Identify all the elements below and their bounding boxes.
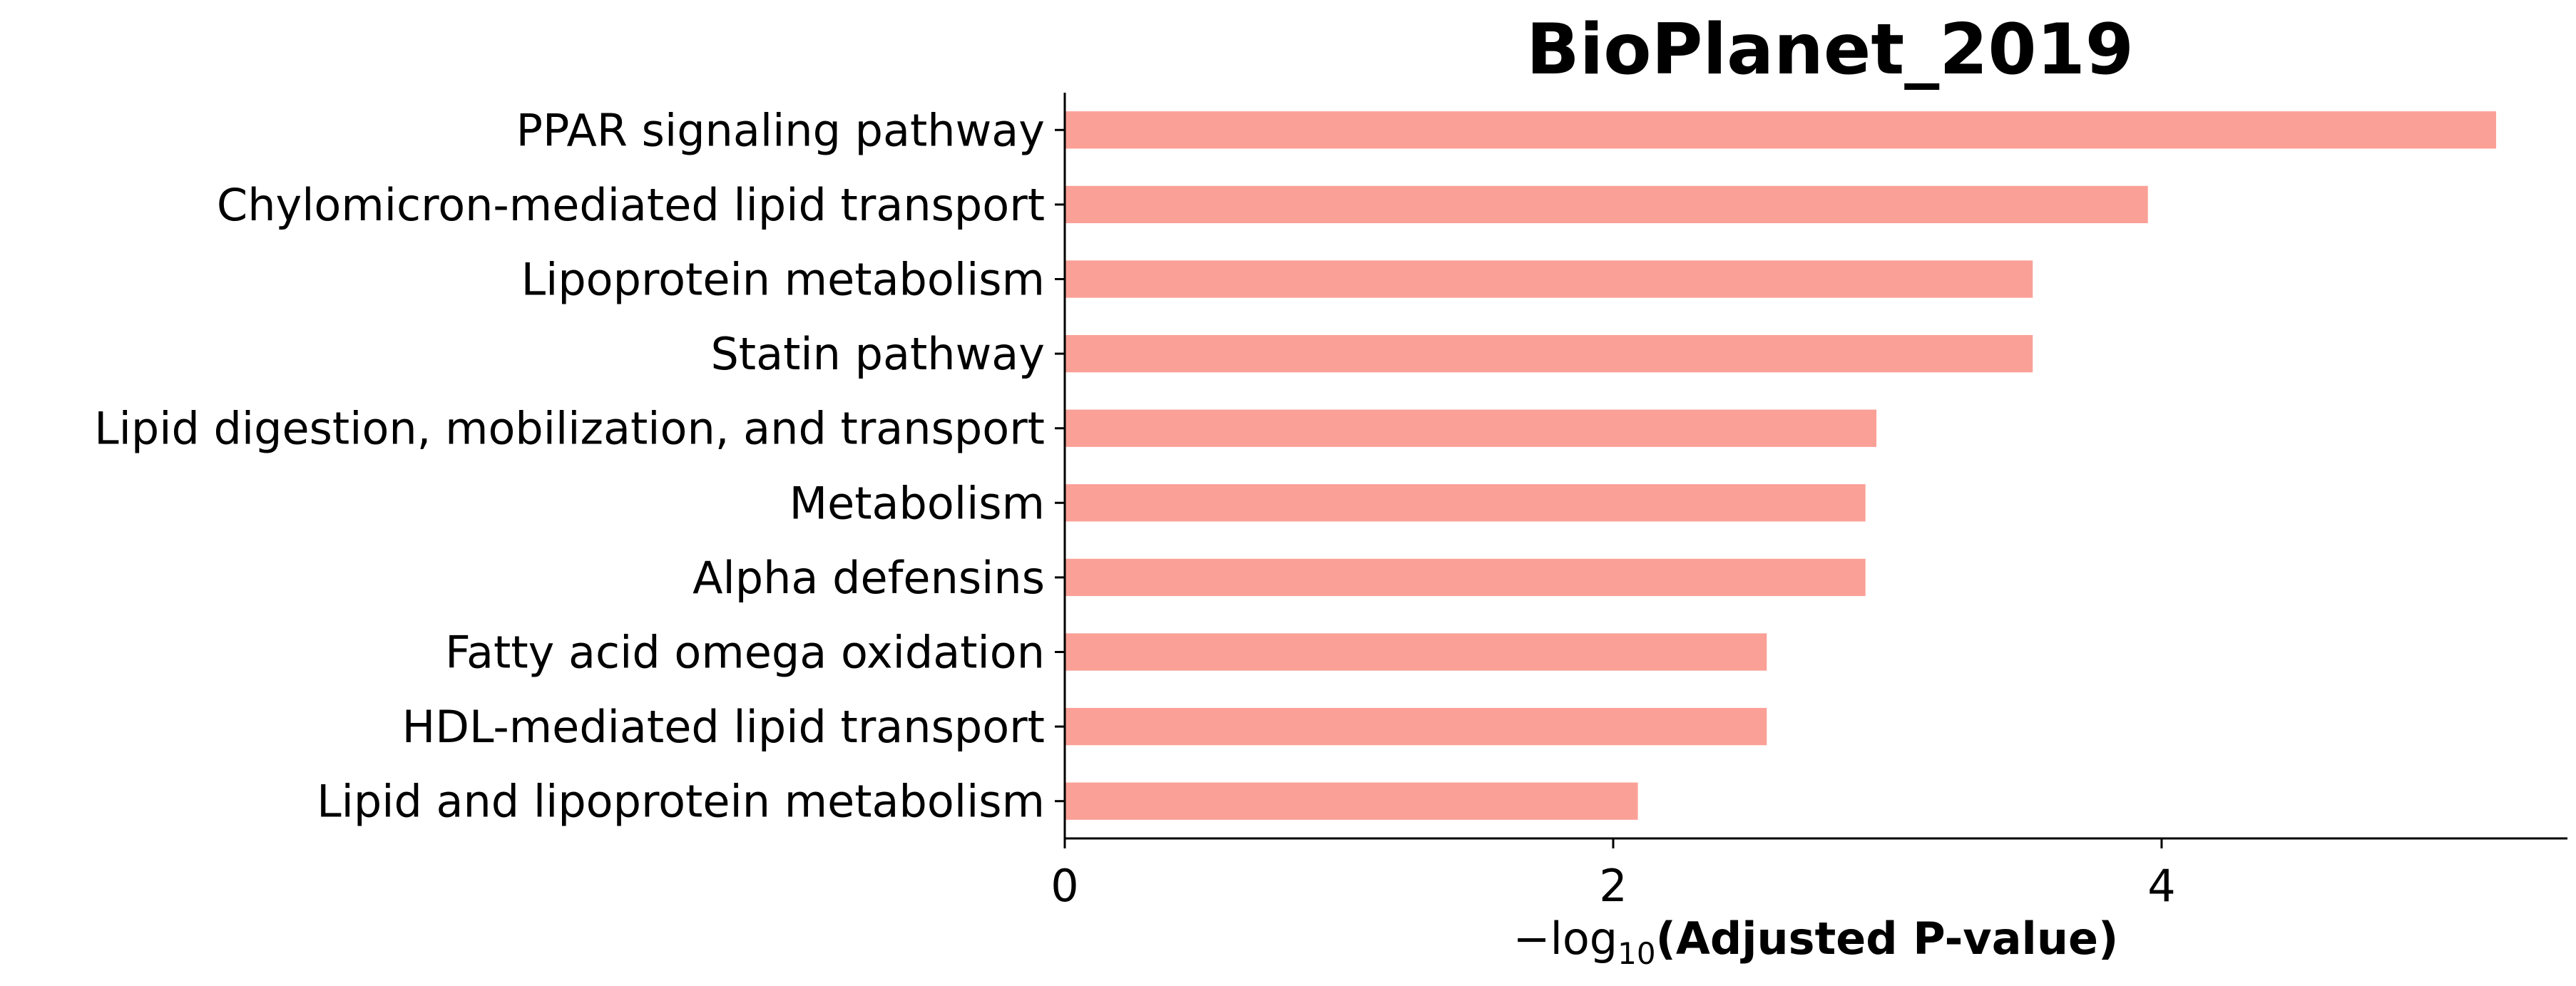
x-axis-label: −log10(Adjusted P-value) <box>1513 913 2119 971</box>
y-tick-labels: PPAR signaling pathway Chylomicron-mediat… <box>94 104 1065 828</box>
x-axis-label-main: (Adjusted P-value) <box>1656 913 2119 965</box>
y-tick-label: Metabolism <box>789 477 1045 529</box>
bar-4 <box>1065 409 1877 447</box>
y-tick-label: PPAR signaling pathway <box>516 104 1045 156</box>
bar-7 <box>1065 633 1767 671</box>
x-tick-label: 4 <box>2147 860 2175 912</box>
y-tick-label: HDL-mediated lipid transport <box>402 701 1045 753</box>
bar-8 <box>1065 707 1767 746</box>
y-tick-label: Chylomicron-mediated lipid transport <box>217 179 1045 231</box>
y-tick-label: Fatty acid omega oxidation <box>445 627 1045 679</box>
y-tick-label: Lipid and lipoprotein metabolism <box>317 776 1045 828</box>
x-axis-label-prefix: −log <box>1513 913 1617 965</box>
x-tick-label: 0 <box>1051 860 1078 912</box>
bar-3 <box>1065 334 2033 373</box>
y-tick-label: Statin pathway <box>710 328 1045 380</box>
bar-0 <box>1065 111 2497 149</box>
bars-group <box>1065 111 2497 820</box>
x-axis-label-subscript: 10 <box>1617 936 1655 971</box>
bar-5 <box>1065 484 1866 522</box>
bar-2 <box>1065 260 2033 298</box>
x-tick-label: 2 <box>1599 860 1627 912</box>
y-tick-label: Lipoprotein metabolism <box>521 254 1045 306</box>
bar-9 <box>1065 782 1638 820</box>
bar-6 <box>1065 558 1866 597</box>
bar-1 <box>1065 185 2148 224</box>
y-tick-label: Alpha defensins <box>692 552 1045 604</box>
y-tick-label: Lipid digestion, mobilization, and trans… <box>94 403 1045 455</box>
chart-title: BioPlanet_2019 <box>1526 9 2134 91</box>
x-tick-labels: 0 2 4 <box>1051 838 2176 912</box>
